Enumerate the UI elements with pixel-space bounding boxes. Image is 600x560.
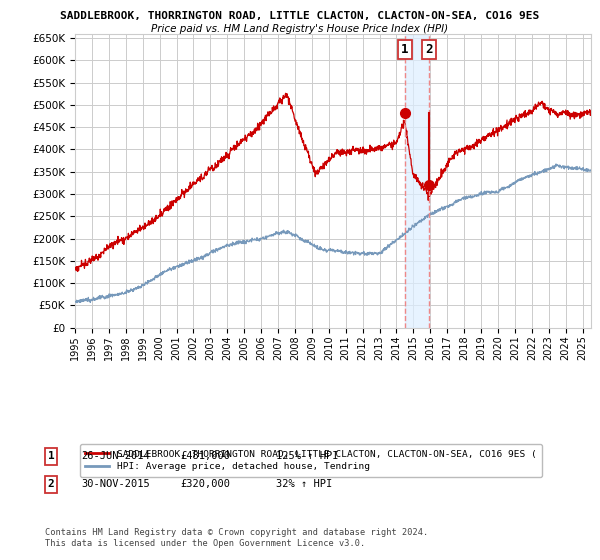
Text: 1: 1 xyxy=(47,451,55,461)
Text: £320,000: £320,000 xyxy=(180,479,230,489)
Text: SADDLEBROOK, THORRINGTON ROAD, LITTLE CLACTON, CLACTON-ON-SEA, CO16 9ES: SADDLEBROOK, THORRINGTON ROAD, LITTLE CL… xyxy=(61,11,539,21)
Text: 1: 1 xyxy=(401,43,409,55)
Text: £481,000: £481,000 xyxy=(180,451,230,461)
Text: 2: 2 xyxy=(425,43,433,55)
Text: 26-JUN-2014: 26-JUN-2014 xyxy=(81,451,150,461)
Text: 30-NOV-2015: 30-NOV-2015 xyxy=(81,479,150,489)
Text: 2: 2 xyxy=(47,479,55,489)
Text: 125% ↑ HPI: 125% ↑ HPI xyxy=(276,451,338,461)
Text: 32% ↑ HPI: 32% ↑ HPI xyxy=(276,479,332,489)
Text: Contains HM Land Registry data © Crown copyright and database right 2024.
This d: Contains HM Land Registry data © Crown c… xyxy=(45,528,428,548)
Legend: SADDLEBROOK, THORRINGTON ROAD, LITTLE CLACTON, CLACTON-ON-SEA, CO16 9ES (, HPI: : SADDLEBROOK, THORRINGTON ROAD, LITTLE CL… xyxy=(80,444,542,477)
Text: Price paid vs. HM Land Registry's House Price Index (HPI): Price paid vs. HM Land Registry's House … xyxy=(151,24,449,34)
Bar xyxy=(405,34,429,328)
